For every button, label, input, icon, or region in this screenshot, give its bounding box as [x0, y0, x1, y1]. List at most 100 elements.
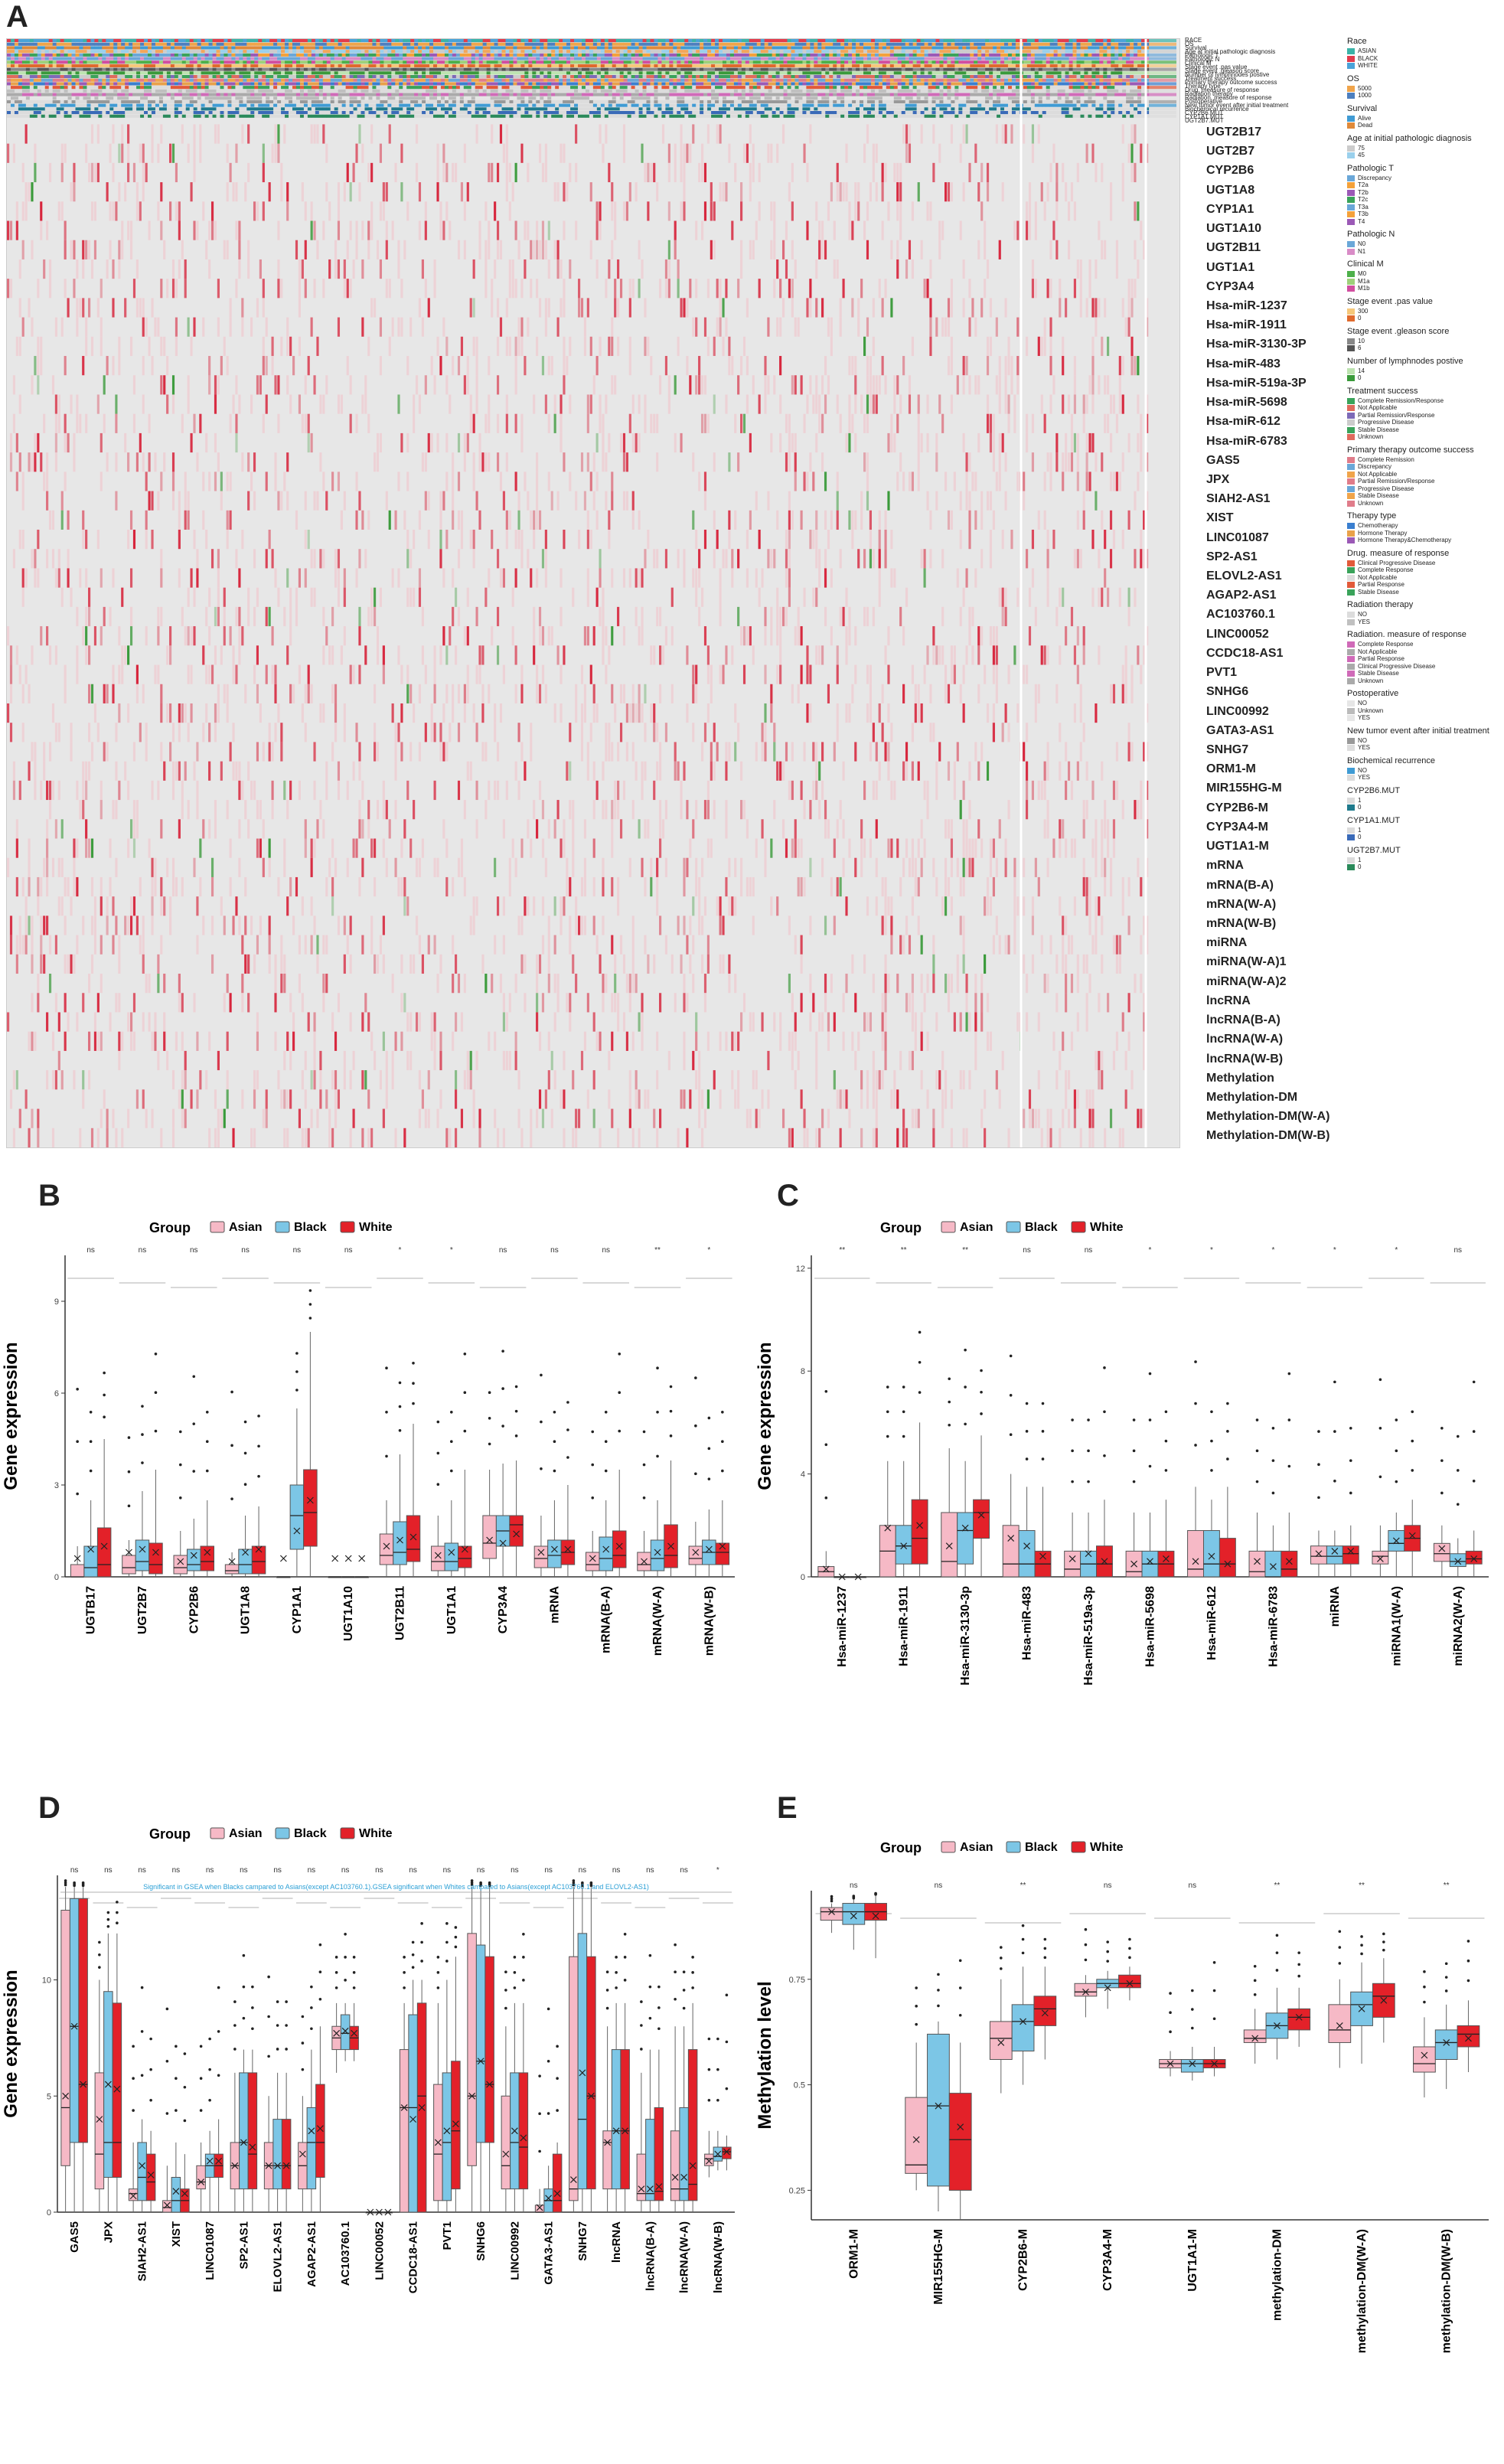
annotation-cell: [322, 50, 328, 54]
annotation-cell: [893, 60, 899, 64]
annotation-cell: [619, 82, 624, 86]
annotation-cell: [429, 86, 434, 90]
annotation-cell: [132, 78, 137, 82]
annotation-cell: [1137, 39, 1142, 43]
annotation-cell: [638, 71, 643, 75]
annotation-cell: [779, 42, 784, 46]
annotation-cell: [482, 75, 487, 79]
annotation-cell: [148, 42, 152, 46]
annotation-cell: [227, 93, 232, 96]
annotation-cell: [14, 78, 19, 82]
annotation-cell: [318, 93, 324, 96]
annotation-cell: [102, 93, 106, 96]
annotation-cell: [684, 96, 689, 100]
annotation-cell: [1095, 67, 1100, 71]
annotation-cell: [349, 53, 354, 57]
annotation-cell: [893, 53, 899, 57]
annotation-cell: [1034, 89, 1039, 93]
annotation-cell: [204, 78, 209, 82]
annotation-cell: [635, 67, 639, 71]
annotation-cell: [433, 60, 438, 64]
annotation-cell: [696, 67, 700, 71]
annotation-cell: [387, 78, 392, 82]
annotation-cell: [1145, 78, 1150, 82]
annotation-cell: [158, 46, 164, 50]
annotation-cell: [33, 57, 38, 60]
annotation-cell: [970, 50, 974, 54]
annotation-cell: [403, 93, 407, 96]
annotation-cell: [292, 93, 297, 96]
annotation-cell: [426, 46, 430, 50]
annotation-cell: [303, 64, 308, 67]
annotation-cell: [833, 78, 837, 82]
annotation-cell: [874, 57, 879, 60]
annotation-cell: [117, 89, 122, 93]
annotation-cell: [189, 46, 194, 50]
annotation-cell: [299, 86, 305, 90]
annotation-cell: [1030, 53, 1036, 57]
annotation-cell: [498, 60, 502, 64]
annotation-cell: [1134, 71, 1138, 75]
annotation-cell: [810, 86, 814, 90]
annotation-cell: [889, 89, 895, 93]
annotation-cell: [239, 50, 243, 54]
annotation-cell: [129, 50, 133, 54]
annotation-cell: [1057, 78, 1062, 82]
annotation-cell: [517, 46, 521, 50]
annotation-cell: [433, 39, 438, 43]
annotation-cell: [928, 86, 932, 90]
annotation-cell: [882, 82, 887, 86]
annotation-cell: [772, 60, 776, 64]
annotation-cell: [223, 75, 228, 79]
annotation-cell: [684, 39, 689, 43]
annotation-cell: [357, 64, 361, 67]
annotation-cell: [924, 67, 928, 71]
annotation-cell: [760, 60, 765, 64]
annotation-cell: [654, 78, 658, 82]
annotation-cell: [696, 39, 700, 43]
annotation-cell: [669, 39, 674, 43]
annotation-cell: [551, 39, 556, 43]
annotation-cell: [289, 39, 293, 43]
annotation-cell: [25, 78, 31, 82]
annotation-cell: [520, 46, 525, 50]
annotation-cell: [733, 64, 739, 67]
annotation-cell: [737, 64, 742, 67]
annotation-cell: [383, 86, 388, 90]
annotation-cell: [318, 96, 324, 100]
annotation-cell: [83, 78, 87, 82]
annotation-cell: [581, 46, 586, 50]
annotation-cell: [1103, 71, 1108, 75]
annotation-cell: [1042, 75, 1047, 79]
annotation-cell: [345, 50, 350, 54]
annotation-cell: [117, 93, 122, 96]
annotation-cell: [619, 60, 624, 64]
annotation-cell: [1080, 46, 1085, 50]
annotation-cell: [376, 89, 380, 93]
annotation-cell: [1065, 57, 1069, 60]
annotation-cell: [779, 57, 784, 60]
annotation-cell: [931, 82, 936, 86]
annotation-cell: [1111, 78, 1115, 82]
annotation-cell: [863, 46, 868, 50]
annotation-cell: [18, 78, 23, 82]
annotation-cell: [281, 93, 285, 96]
annotation-cell: [1011, 86, 1016, 90]
annotation-cell: [696, 75, 700, 79]
annotation-cell: [285, 50, 289, 54]
annotation-cell: [863, 57, 868, 60]
annotation-cell: [463, 96, 468, 100]
annotation-cell: [848, 86, 853, 90]
annotation-cell: [303, 60, 308, 64]
annotation-cell: [368, 64, 373, 67]
annotation-cell: [848, 93, 853, 96]
annotation-cell: [410, 96, 415, 100]
annotation-cell: [970, 93, 974, 96]
annotation-cell: [669, 78, 674, 82]
annotation-cell: [266, 93, 270, 96]
annotation-cell: [452, 82, 457, 86]
annotation-cell: [985, 46, 990, 50]
annotation-cell: [262, 78, 266, 82]
annotation-cell: [798, 75, 803, 79]
annotation-cell: [52, 82, 57, 86]
